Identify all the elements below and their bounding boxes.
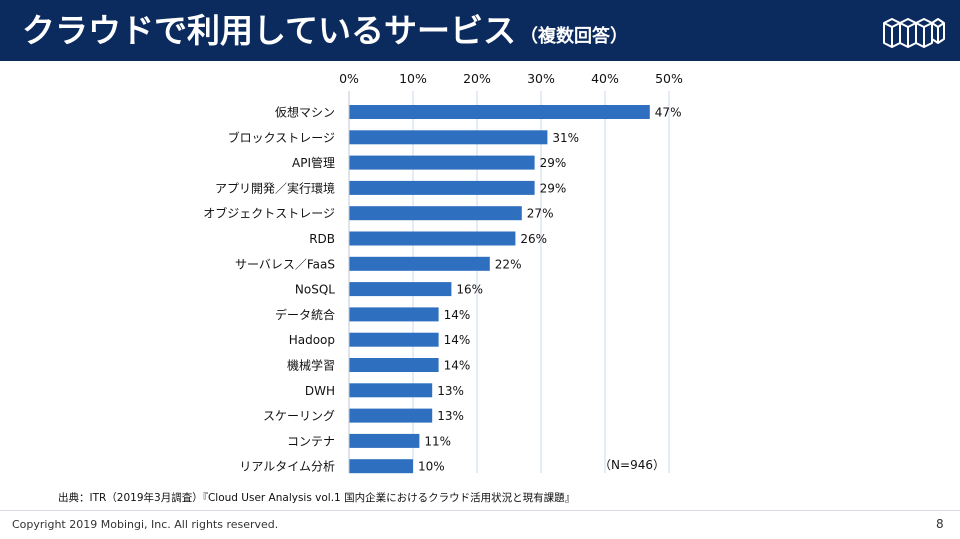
category-label: スケーリング: [263, 409, 335, 423]
bar: [349, 332, 439, 347]
bar: [349, 459, 413, 474]
bar: [349, 105, 650, 119]
category-label: ブロックストレージ: [228, 130, 335, 145]
footer-divider: [0, 510, 960, 511]
value-label: 27%: [527, 207, 554, 221]
value-label: 10%: [418, 460, 445, 474]
category-label: オブジェクトストレージ: [203, 206, 335, 221]
category-label: コンテナ: [287, 434, 335, 448]
x-tick-label: 10%: [399, 71, 427, 86]
value-label: 14%: [444, 333, 471, 347]
x-tick-label: 40%: [591, 71, 619, 86]
value-label: 11%: [424, 434, 451, 448]
value-label: 29%: [540, 181, 567, 195]
value-label: 14%: [444, 308, 471, 322]
category-label: RDB: [309, 232, 335, 246]
bar: [349, 130, 548, 145]
value-label: 47%: [655, 106, 682, 120]
page-number: 8: [936, 517, 944, 531]
category-label: DWH: [305, 384, 335, 398]
category-label: アプリ開発／実行環境: [215, 180, 335, 195]
value-label: 13%: [437, 409, 464, 423]
bar: [349, 433, 420, 448]
bar: [349, 408, 433, 423]
value-label: 16%: [456, 283, 483, 297]
sample-size-annotation: （N=946）: [599, 458, 665, 472]
copyright-text: Copyright 2019 Mobingi, Inc. All rights …: [12, 518, 279, 531]
category-label: NoSQL: [295, 283, 335, 297]
header-bar: クラウドで利用しているサービス （複数回答）: [0, 0, 960, 61]
bar: [349, 256, 490, 271]
bar: [349, 358, 439, 372]
page-title: クラウドで利用しているサービス （複数回答）: [22, 9, 628, 59]
x-tick-label: 20%: [463, 71, 491, 86]
value-label: 13%: [437, 384, 464, 398]
category-label: 仮想マシン: [275, 105, 335, 120]
category-label: リアルタイム分析: [239, 460, 335, 474]
x-tick-label: 30%: [527, 71, 555, 86]
category-label: サーバレス／FaaS: [235, 257, 335, 271]
category-label: データ統合: [275, 307, 335, 322]
bar: [349, 307, 439, 322]
bar: [349, 231, 516, 246]
category-label: Hadoop: [289, 333, 335, 347]
bar: [349, 383, 433, 398]
value-label: 31%: [552, 131, 579, 145]
bar: [349, 155, 535, 170]
category-label: API管理: [292, 155, 335, 170]
x-tick-label: 50%: [655, 71, 683, 86]
title-subtitle: （複数回答）: [520, 26, 629, 47]
value-label: 22%: [495, 257, 522, 271]
value-label: 26%: [520, 232, 547, 246]
value-label: 29%: [540, 156, 567, 170]
bar: [349, 180, 535, 195]
mobingi-cube-logo-icon: [883, 18, 945, 48]
source-citation: 出典：ITR（2019年3月調査）『Cloud User Analysis vo…: [58, 492, 576, 504]
x-tick-label: 0%: [339, 71, 359, 86]
bar: [349, 282, 452, 297]
bar: [349, 206, 522, 221]
category-label: 機械学習: [287, 358, 335, 373]
title-text: クラウドで利用しているサービス: [22, 11, 517, 50]
bar-chart: 0% 10% 20% 30% 40% 50% 仮想マシン 47% ブロックストレージ 31% API…: [203, 71, 683, 474]
value-label: 14%: [444, 359, 471, 373]
